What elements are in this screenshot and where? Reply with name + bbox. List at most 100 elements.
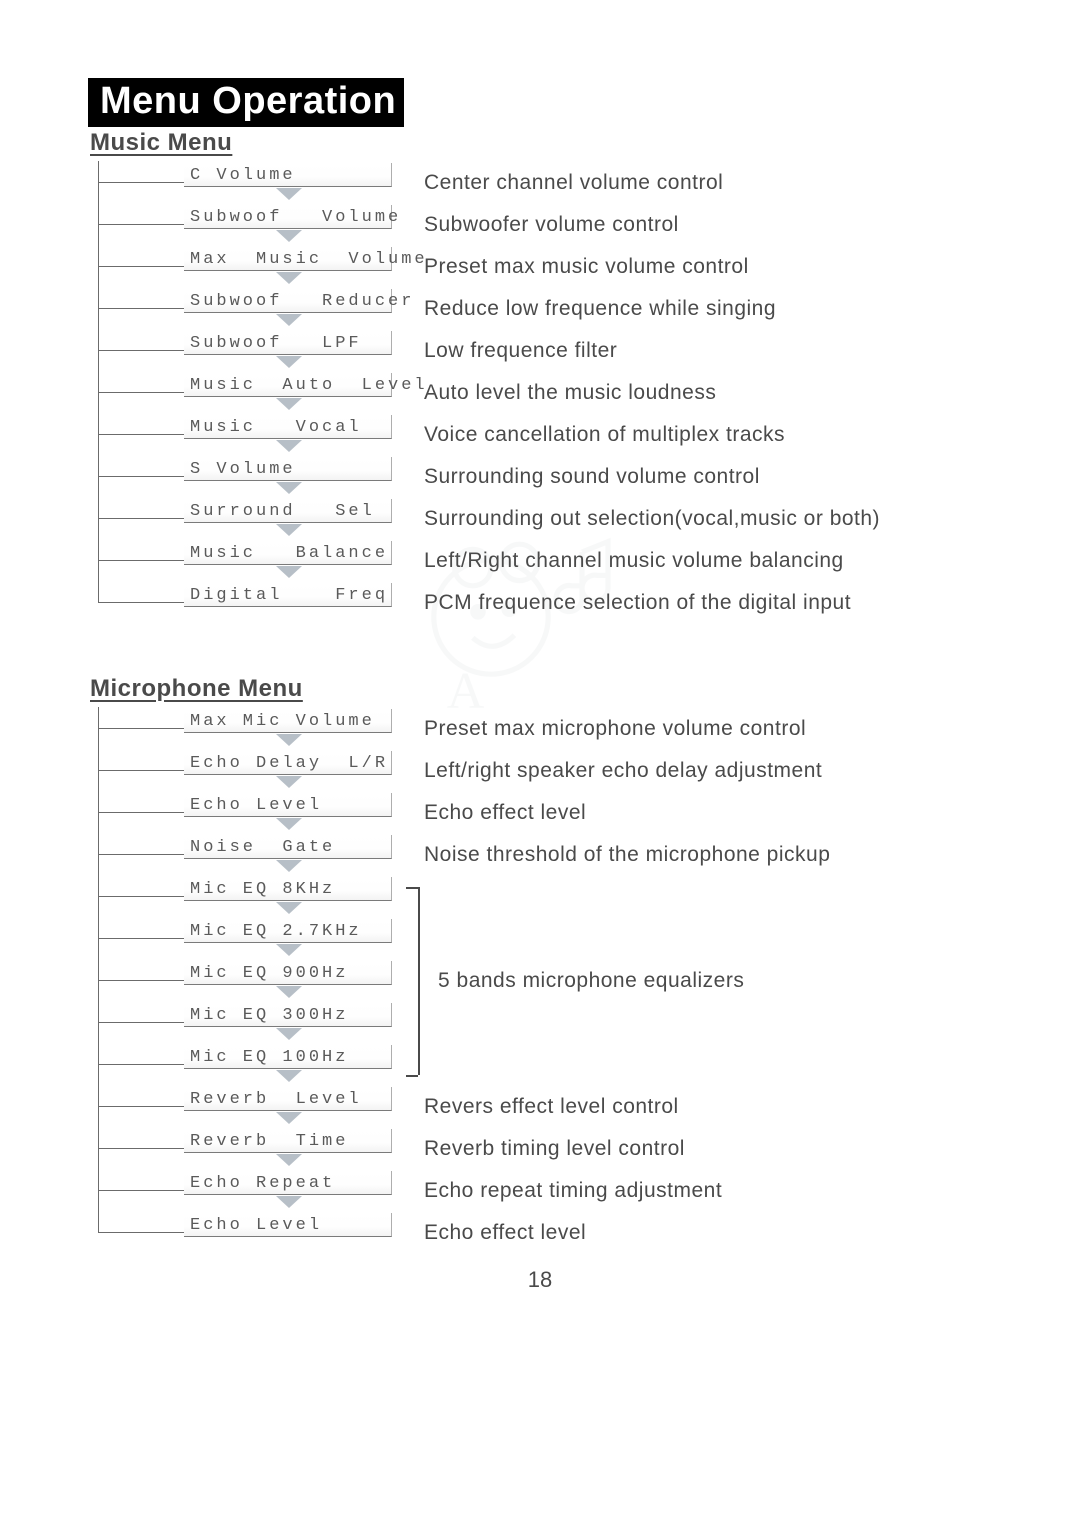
- menu-item-label: Noise Gate: [184, 835, 392, 859]
- tree-branch: [98, 1064, 184, 1065]
- menu-item-description: Low frequence filter: [424, 337, 992, 379]
- chevron-down-icon: [276, 860, 302, 872]
- tree-branch: [98, 1190, 184, 1191]
- menu-item-description: Echo repeat timing adjustment: [424, 1177, 992, 1219]
- tree-branch: [98, 602, 184, 603]
- menu-item: Music Vocal: [88, 413, 408, 455]
- menu-item-description: Left/Right channel music volume balancin…: [424, 547, 992, 589]
- menu-item-description: Revers effect level control: [424, 1093, 992, 1135]
- tree-branch: [98, 896, 184, 897]
- menu-item-label: Mic EQ 2.7KHz: [184, 919, 392, 943]
- menu-item-description: [424, 925, 992, 967]
- menu-item-label: Reverb Time: [184, 1129, 392, 1153]
- section-heading-microphone: Microphone Menu: [90, 675, 992, 703]
- tree-branch: [98, 560, 184, 561]
- menu-item-label: C Volume: [184, 163, 392, 187]
- menu-item-label: S Volume: [184, 457, 392, 481]
- tree-branch: [98, 854, 184, 855]
- tree-branch: [98, 728, 184, 729]
- tree-branch: [98, 308, 184, 309]
- chevron-down-icon: [276, 1028, 302, 1040]
- chevron-down-icon: [276, 398, 302, 410]
- menu-item-label: Mic EQ 900Hz: [184, 961, 392, 985]
- menu-item-description: Auto level the music loudness: [424, 379, 992, 421]
- section-heading-music: Music Menu: [90, 129, 992, 157]
- menu-item-description: Reduce low frequence while singing: [424, 295, 992, 337]
- chevron-down-icon: [276, 818, 302, 830]
- menu-item: Echo Repeat: [88, 1169, 408, 1211]
- chevron-down-icon: [276, 1112, 302, 1124]
- menu-item-description: Center channel volume control: [424, 169, 992, 211]
- menu-item-description: Preset max music volume control: [424, 253, 992, 295]
- tree-branch: [98, 350, 184, 351]
- menu-item: Noise Gate: [88, 833, 408, 875]
- tree-branch: [98, 182, 184, 183]
- chevron-down-icon: [276, 356, 302, 368]
- chevron-down-icon: [276, 944, 302, 956]
- menu-item-label: Max Music Volume: [184, 247, 392, 271]
- tree-branch: [98, 938, 184, 939]
- tree-branch: [98, 434, 184, 435]
- menu-item-label: Subwoof Volume: [184, 205, 392, 229]
- menu-item-description: Left/right speaker echo delay adjustment: [424, 757, 992, 799]
- menu-item: Subwoof Reducer: [88, 287, 408, 329]
- menu-item-description: [424, 1051, 992, 1093]
- menu-item: Subwoof LPF: [88, 329, 408, 371]
- menu-item: Mic EQ 100Hz: [88, 1043, 408, 1085]
- tree-branch: [98, 476, 184, 477]
- menu-item: Echo Level: [88, 791, 408, 833]
- menu-item-label: Echo Delay L/R: [184, 751, 392, 775]
- chevron-down-icon: [276, 566, 302, 578]
- menu-item: Echo Level: [88, 1211, 408, 1253]
- chevron-down-icon: [276, 524, 302, 536]
- tree-branch: [98, 518, 184, 519]
- chevron-down-icon: [276, 986, 302, 998]
- menu-item: Max Music Volume: [88, 245, 408, 287]
- tree-branch: [98, 980, 184, 981]
- menu-item-label: Mic EQ 8KHz: [184, 877, 392, 901]
- menu-item-label: Mic EQ 100Hz: [184, 1045, 392, 1069]
- menu-item: Echo Delay L/R: [88, 749, 408, 791]
- menu-item-label: Subwoof LPF: [184, 331, 392, 355]
- eq-bracket: [406, 887, 420, 1075]
- menu-item-label: Surround Sel: [184, 499, 392, 523]
- menu-item-description: Subwoofer volume control: [424, 211, 992, 253]
- menu-item-description: [424, 883, 992, 925]
- eq-group-description: 5 bands microphone equalizers: [438, 969, 744, 993]
- tree-branch: [98, 1232, 184, 1233]
- tree-branch: [98, 812, 184, 813]
- menu-item-description: Reverb timing level control: [424, 1135, 992, 1177]
- menu-item: Digital Freq: [88, 581, 408, 623]
- menu-item-label: Mic EQ 300Hz: [184, 1003, 392, 1027]
- chevron-down-icon: [276, 1196, 302, 1208]
- menu-item-description: Voice cancellation of multiplex tracks: [424, 421, 992, 463]
- chevron-down-icon: [276, 314, 302, 326]
- menu-item-description: [424, 1009, 992, 1051]
- chevron-down-icon: [276, 734, 302, 746]
- menu-item: Max Mic Volume: [88, 707, 408, 749]
- menu-item-label: Max Mic Volume: [184, 709, 392, 733]
- tree-branch: [98, 1106, 184, 1107]
- chevron-down-icon: [276, 440, 302, 452]
- menu-item-description: Echo effect level: [424, 1219, 992, 1261]
- menu-item: Mic EQ 8KHz: [88, 875, 408, 917]
- chevron-down-icon: [276, 1070, 302, 1082]
- menu-item: Reverb Time: [88, 1127, 408, 1169]
- chevron-down-icon: [276, 230, 302, 242]
- tree-branch: [98, 266, 184, 267]
- chevron-down-icon: [276, 776, 302, 788]
- page-title: Menu Operation: [88, 78, 404, 127]
- menu-item-label: Echo Level: [184, 793, 392, 817]
- chevron-down-icon: [276, 188, 302, 200]
- tree-branch: [98, 224, 184, 225]
- menu-item-description: Noise threshold of the microphone pickup: [424, 841, 992, 883]
- menu-item: Surround Sel: [88, 497, 408, 539]
- page-number: 18: [88, 1267, 992, 1293]
- menu-item: Mic EQ 900Hz: [88, 959, 408, 1001]
- menu-item: Subwoof Volume: [88, 203, 408, 245]
- menu-item-label: Music Vocal: [184, 415, 392, 439]
- tree-branch: [98, 770, 184, 771]
- menu-item: Mic EQ 300Hz: [88, 1001, 408, 1043]
- menu-item-description: Surrounding out selection(vocal,music or…: [424, 505, 992, 547]
- chevron-down-icon: [276, 482, 302, 494]
